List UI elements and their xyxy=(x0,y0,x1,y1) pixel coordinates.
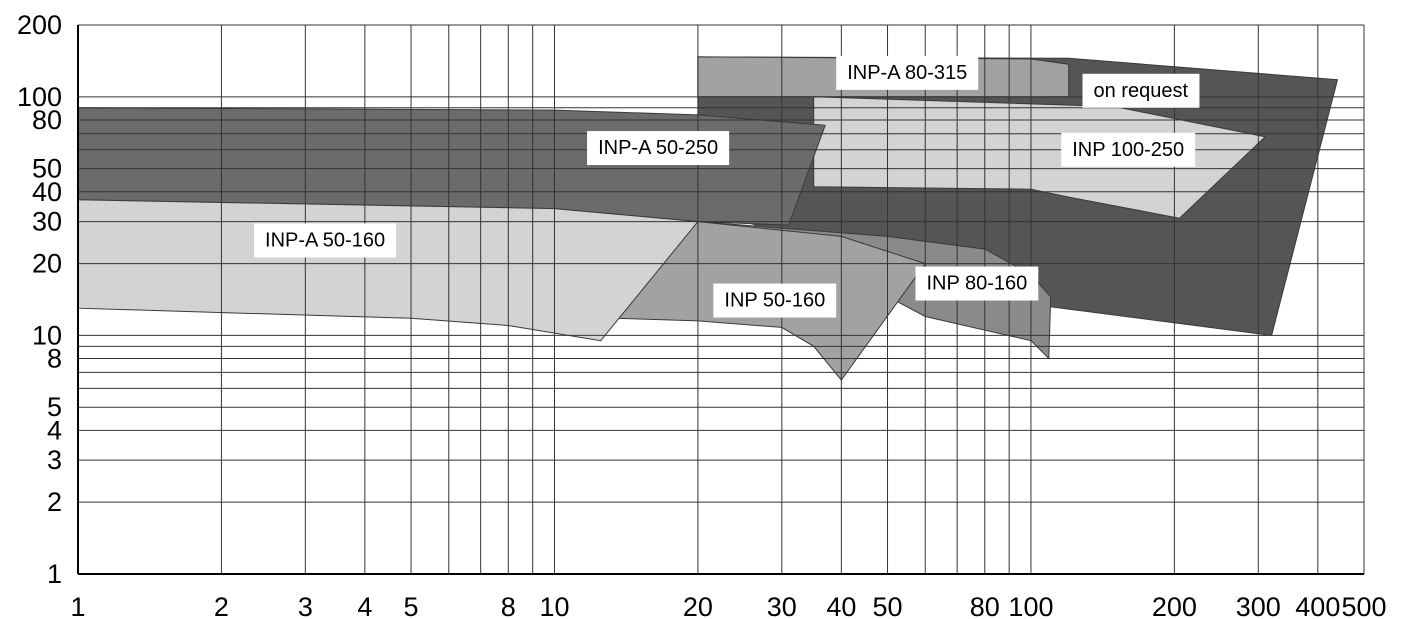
x-tick-label: 300 xyxy=(1236,592,1281,619)
y-tick-label: 2 xyxy=(47,487,62,517)
region-label-text: INP 50-160 xyxy=(724,290,825,312)
y-tick-label: 80 xyxy=(32,105,62,135)
region-label-box xyxy=(587,131,730,166)
region-label-inp-50-160: INP 50-160 xyxy=(713,283,837,318)
x-tick-label: 10 xyxy=(539,592,569,619)
x-tick-label: 100 xyxy=(1008,592,1053,619)
region-inp-a-50-160 xyxy=(77,199,699,342)
y-tick-label: 1 xyxy=(47,559,62,589)
y-tick-label: 3 xyxy=(47,445,62,475)
y-tick-label: 4 xyxy=(47,415,62,445)
x-tick-label: 2 xyxy=(214,592,229,619)
x-tick-label: 200 xyxy=(1152,592,1197,619)
x-tick-label: 400 xyxy=(1295,592,1340,619)
region-label-on-request: on request xyxy=(1082,73,1200,108)
y-tick-label: 10 xyxy=(32,320,62,350)
region-label-text: INP 80-160 xyxy=(926,273,1027,295)
region-labels-layer: on request INP-A 80-315 INP 100-250 INP-A 5… xyxy=(254,55,1200,318)
y-tick-label: 30 xyxy=(32,207,62,237)
region-label-inp-a-50-160: INP-A 50-160 xyxy=(254,223,397,258)
region-label-text: INP-A 80-315 xyxy=(847,62,967,84)
region-label-text: on request xyxy=(1094,80,1189,102)
region-label-inp-100-250: INP 100-250 xyxy=(1061,132,1196,167)
x-tick-label: 5 xyxy=(404,592,419,619)
x-tick-label: 20 xyxy=(683,592,713,619)
y-tick-label: 100 xyxy=(17,82,62,112)
region-label-box xyxy=(836,55,979,90)
y-tick-label: 50 xyxy=(32,154,62,184)
region-label-box xyxy=(254,223,397,258)
x-tick-label: 40 xyxy=(826,592,856,619)
y-tick-label: 5 xyxy=(47,392,62,422)
grid-layer xyxy=(77,24,1365,575)
y-tick-label: 200 xyxy=(17,10,62,40)
x-tick-label: 30 xyxy=(767,592,797,619)
x-tick-label: 50 xyxy=(872,592,902,619)
y-tick-label: 20 xyxy=(32,249,62,279)
region-label-text: INP 100-250 xyxy=(1072,139,1184,161)
x-tick-label: 80 xyxy=(970,592,1000,619)
region-label-text: INP-A 50-160 xyxy=(265,229,385,251)
region-inp-100-250 xyxy=(813,96,1267,219)
x-tick-label: 500 xyxy=(1341,592,1386,619)
y-tick-label: 40 xyxy=(32,177,62,207)
x-tick-label: 8 xyxy=(501,592,516,619)
y-tick-label: 8 xyxy=(47,344,62,374)
region-label-box xyxy=(915,266,1039,301)
x-tick-label: 4 xyxy=(357,592,372,619)
region-label-inp-a-50-250: INP-A 50-250 xyxy=(587,131,730,166)
region-label-inp-80-160: INP 80-160 xyxy=(915,266,1039,301)
x-tick-label: 3 xyxy=(298,592,313,619)
region-label-inp-a-80-315: INP-A 80-315 xyxy=(836,55,979,90)
x-tick-label: 1 xyxy=(70,592,85,619)
region-label-box xyxy=(1082,73,1200,108)
region-label-box xyxy=(1061,132,1196,167)
region-label-text: INP-A 50-250 xyxy=(598,137,718,159)
region-label-box xyxy=(713,283,837,318)
x-tick-labels: 1 2 3 4 5 8 10 20 30 40 50 80 100 200 300 400 500 xyxy=(70,592,1386,619)
